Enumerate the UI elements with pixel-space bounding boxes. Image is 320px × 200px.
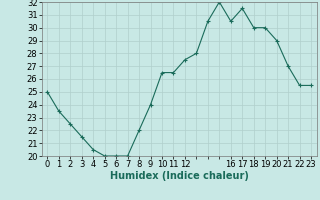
X-axis label: Humidex (Indice chaleur): Humidex (Indice chaleur) bbox=[110, 171, 249, 181]
